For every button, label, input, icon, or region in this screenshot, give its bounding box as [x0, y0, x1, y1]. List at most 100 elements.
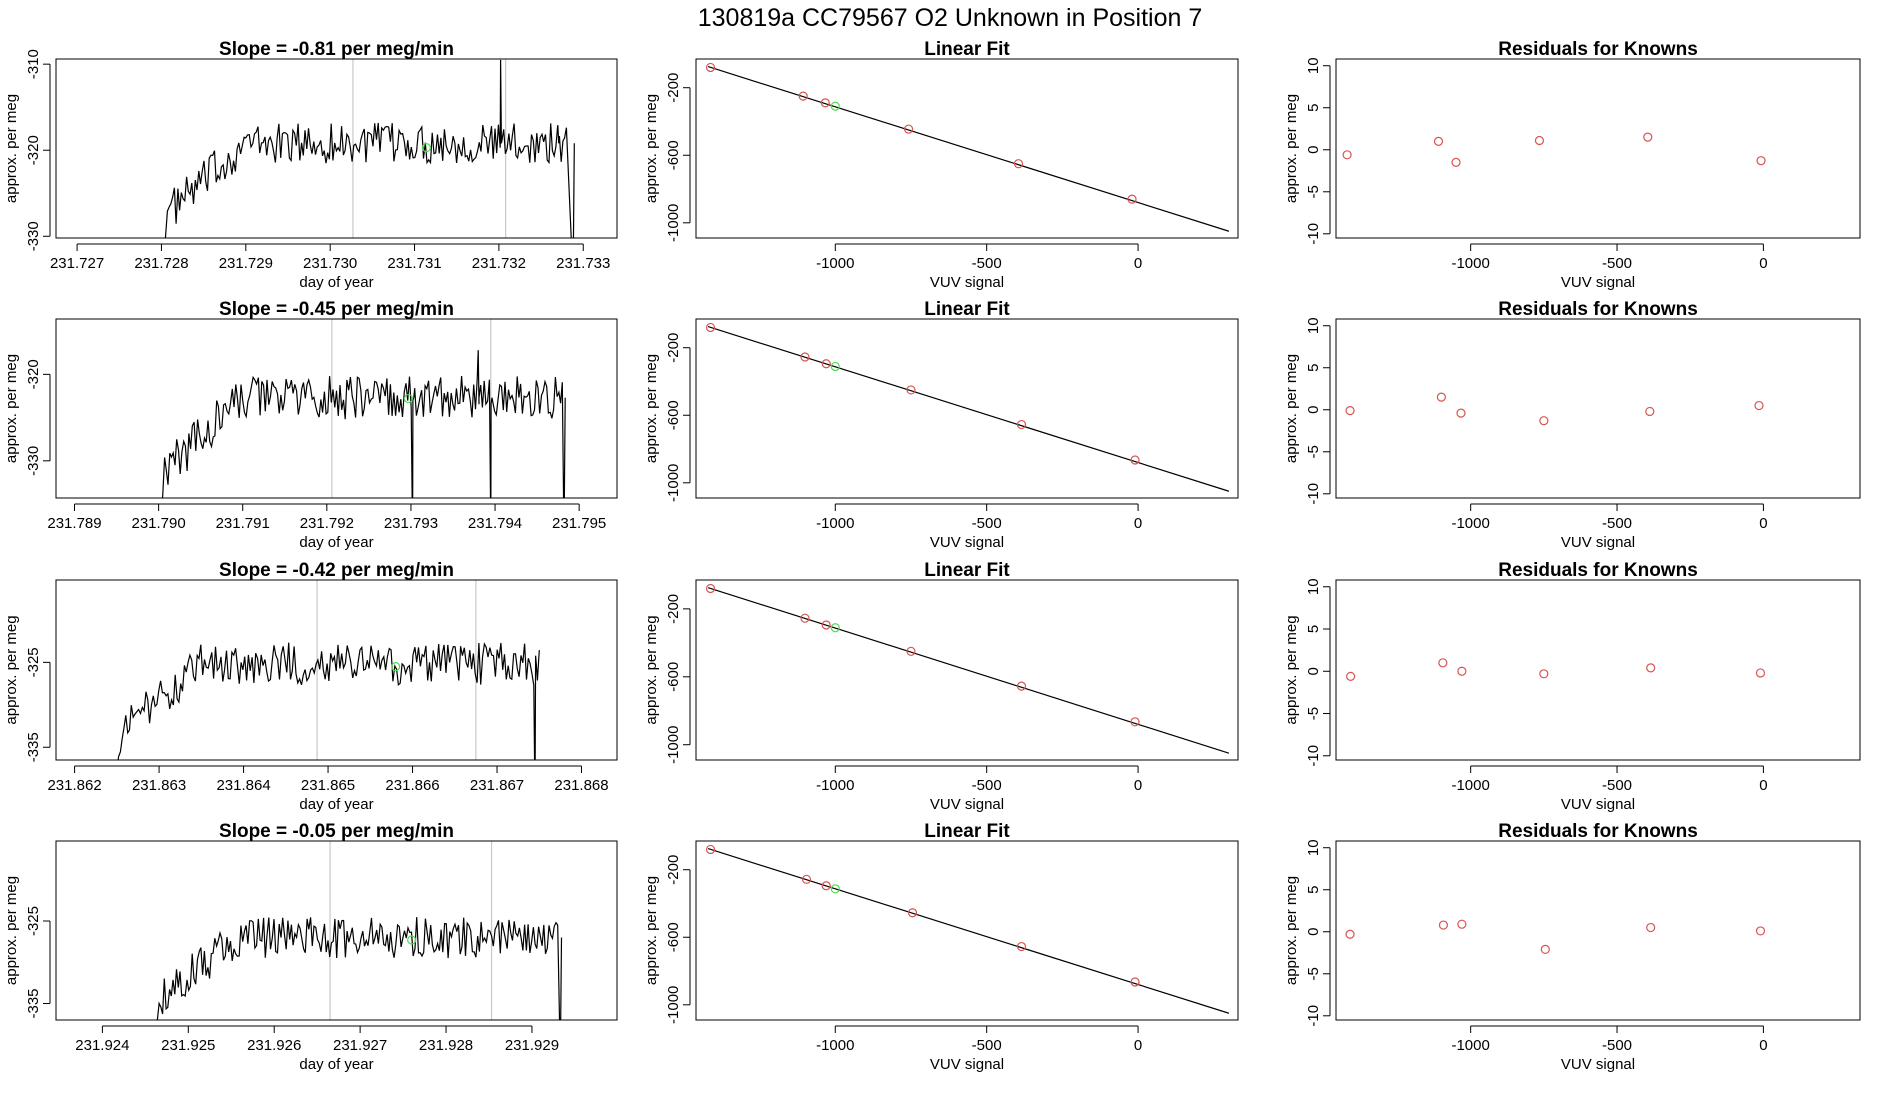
series-line — [117, 642, 540, 760]
y-tick-label: -5 — [1305, 185, 1322, 198]
y-axis-label: approx. per meg — [3, 615, 20, 724]
residual-point — [1456, 408, 1466, 418]
known-point — [800, 613, 810, 623]
y-tick-label: -600 — [665, 400, 682, 430]
x-tick-label: 0 — [1134, 1037, 1142, 1054]
x-tick-label: 0 — [1134, 777, 1142, 794]
y-tick-label: 5 — [1305, 886, 1322, 894]
known-point — [1130, 717, 1140, 727]
residual-point — [1436, 392, 1446, 402]
residual-point — [1539, 416, 1549, 426]
known-point — [801, 874, 812, 884]
x-tick-label: 231.727 — [50, 255, 104, 272]
y-axis-label: approx. per meg — [643, 94, 660, 203]
y-tick-label: -10 — [1305, 1005, 1322, 1027]
residual-point — [1534, 135, 1545, 146]
x-tick-label: 231.929 — [505, 1037, 559, 1054]
x-tick-label: -1000 — [1451, 1037, 1489, 1054]
unknown-point — [830, 884, 840, 894]
panel-title: Linear Fit — [924, 39, 1010, 60]
residual-point — [1346, 671, 1356, 681]
y-tick-label: -335 — [25, 732, 42, 762]
x-tick-label: -500 — [972, 255, 1002, 272]
x-tick-label: 231.790 — [131, 515, 185, 532]
y-tick-label: -200 — [665, 333, 682, 363]
x-tick-label: -500 — [1602, 777, 1632, 794]
plot-box — [55, 579, 618, 761]
x-tick-label: -1000 — [816, 777, 854, 794]
known-point — [821, 359, 831, 369]
plot-box — [695, 58, 1239, 239]
known-point — [1013, 159, 1024, 169]
panel-title: Slope = -0.81 per meg/min — [219, 39, 454, 60]
known-point — [903, 124, 914, 134]
known-point — [1130, 455, 1140, 465]
y-tick-label: -1000 — [665, 204, 682, 242]
known-point — [820, 98, 830, 108]
x-tick-label: 231.928 — [419, 1037, 473, 1054]
panel-timeseries-row2: Slope = -0.45 per meg/min 231.789 231.790 2… — [3, 299, 618, 551]
plot-area — [1342, 132, 1766, 167]
x-tick-label: -500 — [972, 1037, 1002, 1054]
x-axis-label: day of year — [299, 274, 373, 291]
plot-box — [695, 840, 1239, 1021]
x-tick-label: -1000 — [1451, 255, 1489, 272]
panel-timeseries-row4: Slope = -0.05 per meg/min 231.924 231.925 2… — [3, 821, 618, 1073]
y-tick-label: 0 — [1305, 667, 1322, 675]
fit-line — [707, 848, 1230, 1014]
x-axis-label: VUV signal — [930, 534, 1004, 551]
x-tick-label: 0 — [1759, 255, 1767, 272]
y-tick-label: -335 — [25, 988, 42, 1018]
residual-point — [1457, 666, 1467, 676]
x-axis-label: VUV signal — [1561, 1056, 1635, 1073]
known-point — [821, 620, 831, 630]
y-tick-label: 0 — [1305, 928, 1322, 936]
y-tick-label: -320 — [25, 359, 42, 389]
x-axis-label: VUV signal — [1561, 534, 1635, 551]
residual-point — [1646, 922, 1656, 933]
series-line — [161, 350, 566, 498]
known-point — [821, 881, 831, 891]
residual-point — [1438, 920, 1449, 930]
x-tick-label: 231.927 — [333, 1037, 387, 1054]
plot-box — [55, 840, 618, 1021]
panel-fit-row4: Linear Fit -1000 -500 0 VUV signal -1000 -600 -… — [643, 821, 1239, 1073]
y-tick-label: -320 — [25, 135, 42, 165]
y-tick-label: -1000 — [665, 726, 682, 764]
known-point — [907, 908, 918, 918]
x-tick-label: 0 — [1134, 255, 1142, 272]
panel-title: Residuals for Knowns — [1498, 39, 1698, 60]
x-tick-label: 231.868 — [554, 777, 608, 794]
known-point — [1016, 941, 1027, 952]
plot-area — [117, 580, 540, 760]
known-point — [800, 352, 810, 362]
residual-point — [1754, 400, 1764, 411]
residual-point — [1646, 663, 1656, 673]
residual-point — [1433, 136, 1444, 146]
x-tick-label: -1000 — [1451, 777, 1489, 794]
panel-fit-row1: Linear Fit -1000 -500 0 VUV signal -1000 -600 -… — [643, 39, 1239, 291]
plot-area — [705, 583, 1230, 754]
y-axis-label: approx. per meg — [1283, 615, 1300, 724]
x-axis-label: day of year — [299, 534, 373, 551]
x-tick-label: 231.732 — [472, 255, 526, 272]
panel-title: Slope = -0.45 per meg/min — [219, 299, 454, 320]
residual-point — [1540, 944, 1550, 955]
x-axis-label: VUV signal — [1561, 274, 1635, 291]
figure-title: 130819a CC79567 O2 Unknown in Position 7 — [698, 4, 1203, 32]
unknown-point — [830, 361, 840, 372]
x-axis-label: VUV signal — [930, 274, 1004, 291]
y-tick-label: -5 — [1305, 967, 1322, 980]
panel-title: Residuals for Knowns — [1498, 821, 1698, 842]
y-tick-label: 5 — [1305, 625, 1322, 633]
y-tick-label: -1000 — [665, 986, 682, 1024]
fit-line — [707, 66, 1230, 232]
y-tick-label: -325 — [25, 906, 42, 936]
x-tick-label: -1000 — [816, 515, 854, 532]
y-tick-label: -10 — [1305, 745, 1322, 767]
known-point — [798, 91, 808, 101]
plot-area — [1345, 919, 1766, 955]
panel-timeseries-row3: Slope = -0.42 per meg/min 231.862 231.863 2… — [3, 560, 618, 813]
fit-line — [707, 326, 1230, 492]
